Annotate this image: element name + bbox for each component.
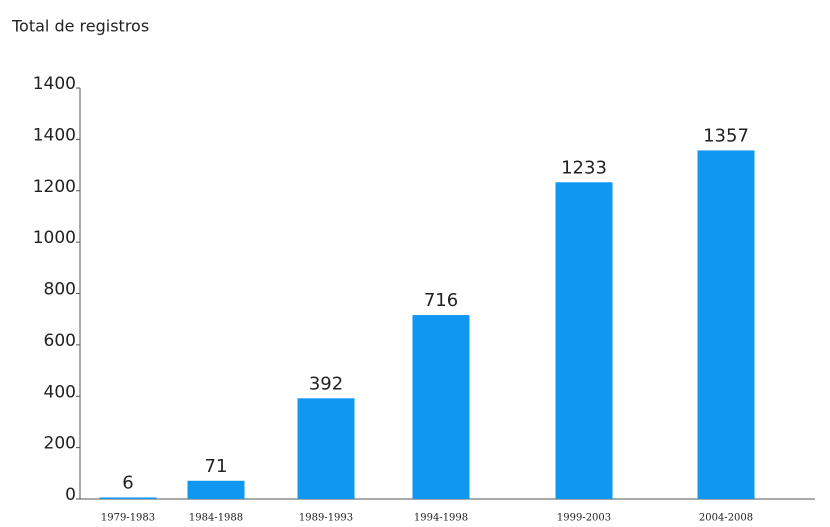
y-tick-label: 400 (44, 382, 76, 402)
x-tick-label: 1989-1993 (299, 513, 353, 524)
bar (187, 480, 245, 499)
x-tick-label: 2004-2008 (699, 513, 753, 524)
x-tick-label: 1979-1983 (101, 513, 155, 524)
y-tick-label: 0 (65, 485, 76, 505)
bar (697, 150, 755, 499)
bar (297, 398, 355, 499)
bar (555, 182, 613, 499)
value-label: 392 (309, 373, 343, 394)
value-label: 6 (122, 472, 133, 493)
bar (99, 497, 157, 499)
bar (412, 315, 470, 499)
value-label: 716 (424, 290, 458, 311)
x-tick-label: 1999-2003 (557, 513, 611, 524)
y-tick-label: 1400 (33, 125, 76, 145)
y-tick-label: 600 (44, 331, 76, 351)
y-tick-label: 1200 (33, 177, 76, 197)
y-tick-label: 1400 (33, 74, 76, 94)
chart-title: Total de registros (11, 17, 149, 36)
y-tick-label: 800 (44, 280, 76, 300)
y-tick-label: 1000 (33, 228, 76, 248)
value-label: 71 (205, 456, 228, 477)
value-label: 1233 (561, 157, 607, 178)
x-tick-label: 1994-1998 (414, 513, 468, 524)
y-tick-label: 200 (44, 434, 76, 454)
x-tick-label: 1984-1988 (189, 513, 243, 524)
value-label: 1357 (703, 125, 749, 146)
